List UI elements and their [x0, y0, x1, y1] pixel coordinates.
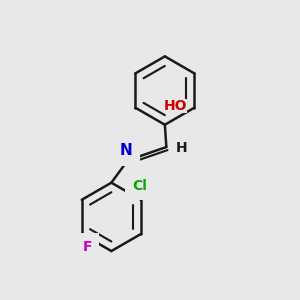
Text: HO: HO — [164, 99, 187, 113]
Text: H: H — [175, 141, 187, 155]
Text: F: F — [82, 240, 92, 254]
Text: N: N — [120, 143, 133, 158]
Text: Cl: Cl — [132, 179, 147, 193]
